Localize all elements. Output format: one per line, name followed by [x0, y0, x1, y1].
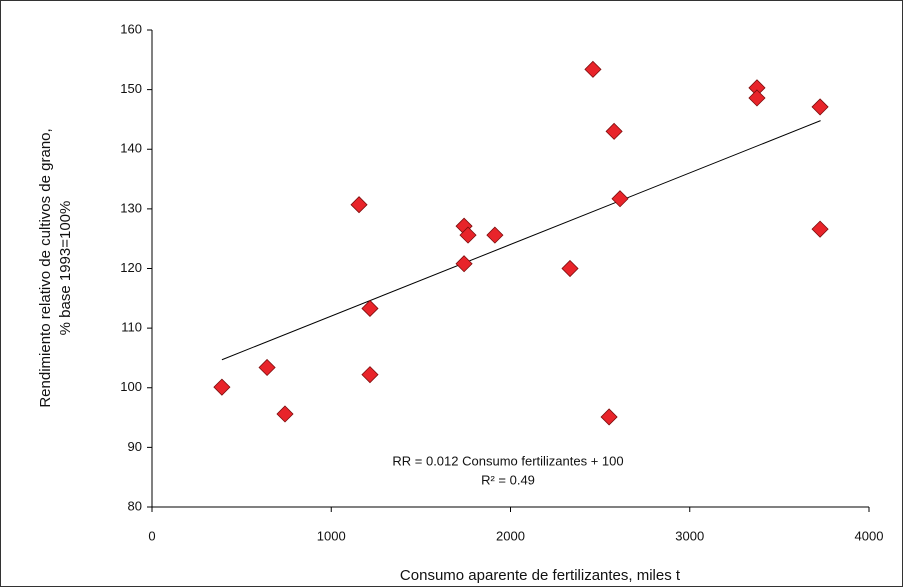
point: [361, 366, 379, 384]
point: [561, 259, 579, 278]
point: [455, 255, 473, 273]
x-tick-label: 0: [148, 528, 155, 543]
annotation: RR = 0.012 Consumo fertilizantes + 100: [392, 453, 623, 468]
x-tick-label: 2000: [496, 528, 525, 543]
point: [276, 405, 294, 423]
trend-line: [221, 120, 821, 361]
y-axis-label: Rendimiento relativo de cultivos de gran…: [37, 128, 54, 407]
point: [600, 408, 618, 426]
point: [811, 220, 829, 238]
point: [811, 98, 829, 116]
point: [350, 196, 368, 214]
point: [611, 190, 629, 208]
y-tick-label: 130: [120, 200, 142, 215]
point: [486, 226, 504, 244]
y-tick-label: 140: [120, 141, 142, 156]
x-tick-label: 1000: [317, 528, 346, 543]
x-tick-label: 3000: [675, 528, 704, 543]
point: [605, 122, 623, 140]
x-axis-label: Consumo aparente de fertilizantes, miles…: [400, 567, 681, 584]
y-tick-label: 90: [128, 439, 142, 454]
point: [361, 299, 379, 318]
y-axis-label: % base 1993=100%: [57, 201, 74, 336]
y-tick-label: 100: [120, 379, 142, 394]
y-tick-label: 110: [121, 320, 142, 335]
y-tick-label: 120: [120, 260, 142, 275]
point: [258, 358, 276, 377]
y-tick-label: 150: [120, 81, 142, 96]
point: [459, 226, 477, 244]
y-tick-label: 80: [128, 498, 142, 513]
point: [213, 378, 231, 396]
point: [748, 89, 766, 107]
y-tick-label: 160: [120, 21, 142, 36]
x-tick-label: 4000: [855, 528, 884, 543]
point: [584, 60, 602, 78]
annotation: R² = 0.49: [481, 472, 535, 487]
